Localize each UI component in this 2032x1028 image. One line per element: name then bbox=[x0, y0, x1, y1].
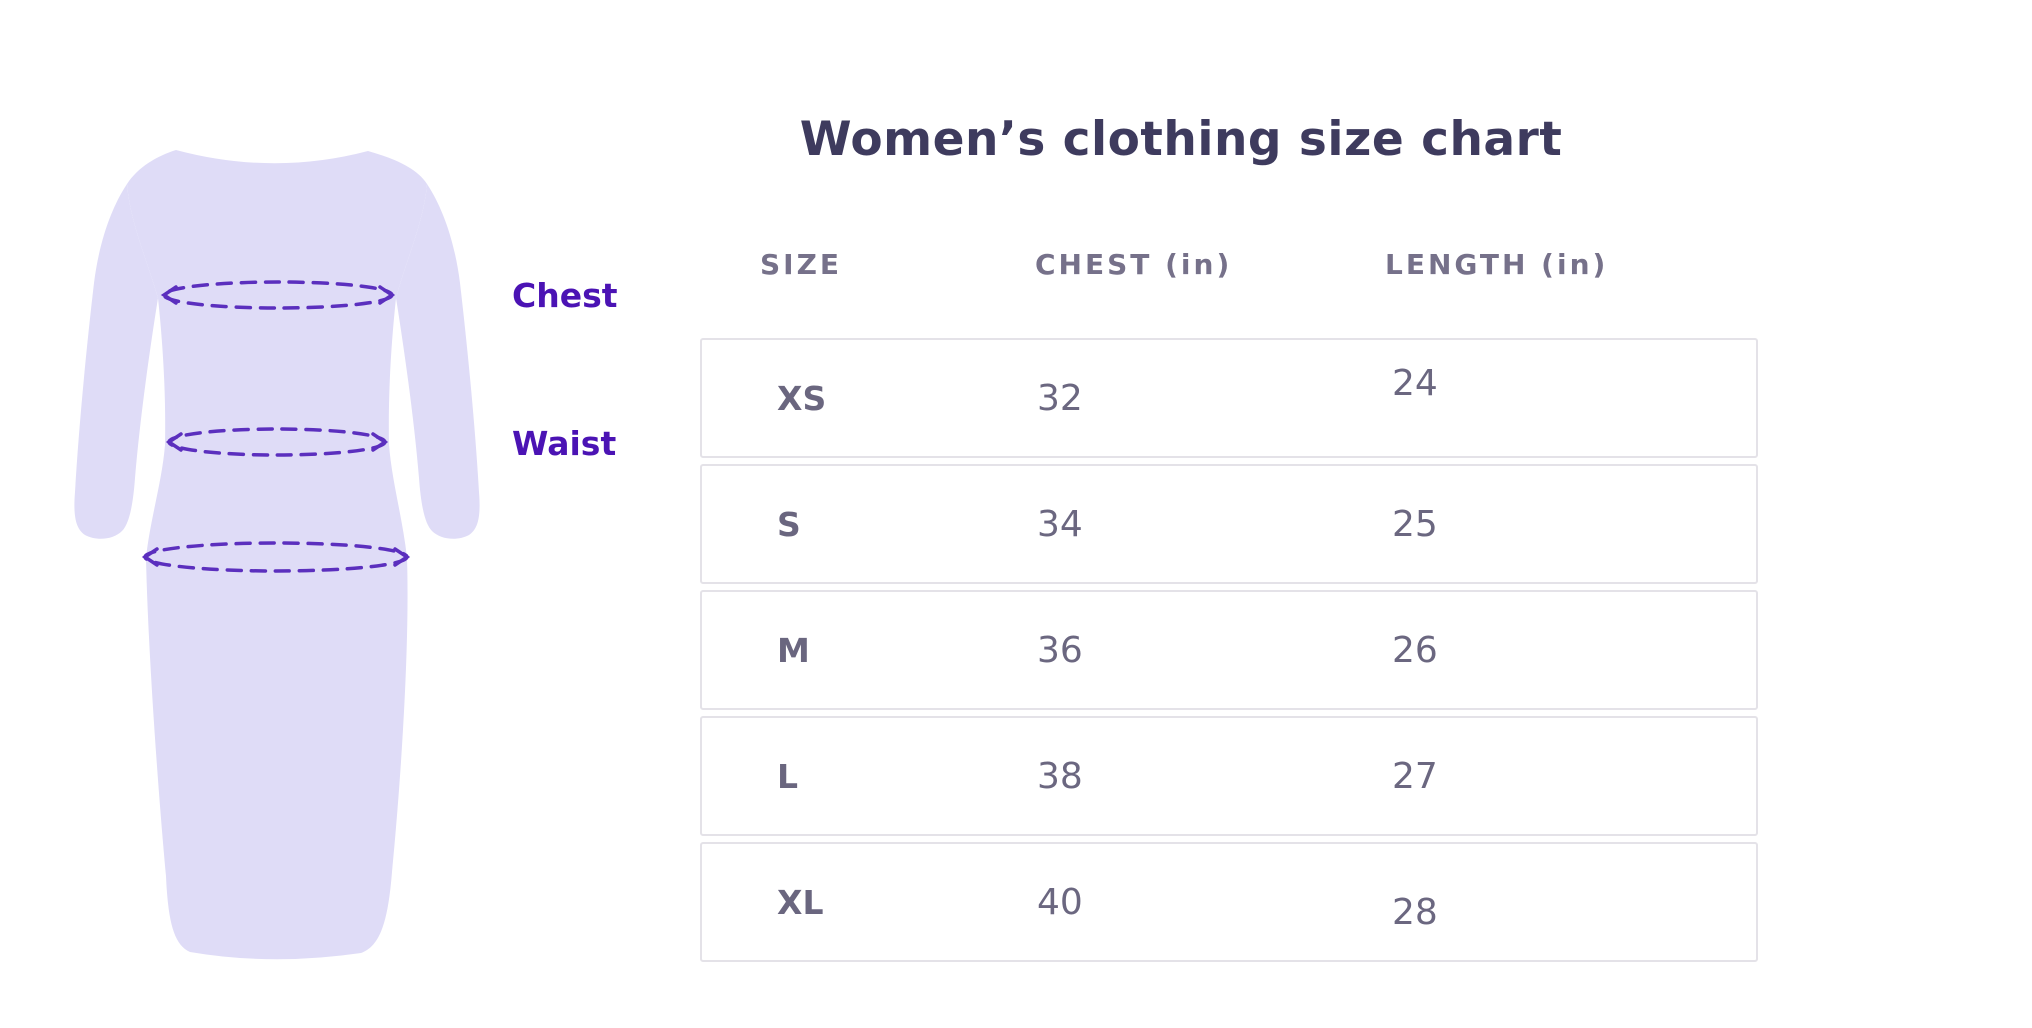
size-cell: XS bbox=[777, 378, 827, 418]
waist-label: Waist bbox=[512, 424, 617, 463]
column-header-chest: CHEST (in) bbox=[1035, 248, 1233, 281]
dress-illustration bbox=[74, 150, 480, 960]
hip-measure-line bbox=[141, 541, 411, 573]
chest-cell: 40 bbox=[1037, 881, 1083, 923]
chest-cell: 34 bbox=[1037, 503, 1083, 545]
page-title: Women’s clothing size chart bbox=[799, 112, 1563, 167]
table-row-m: M 36 26 bbox=[700, 590, 1758, 710]
size-table: XS 32 24 S 34 25 M 36 26 L 38 27 XL bbox=[700, 338, 1758, 968]
size-cell: L bbox=[777, 756, 799, 796]
size-cell: S bbox=[777, 504, 801, 544]
dress-right-sleeve bbox=[396, 184, 480, 539]
chest-measure-line bbox=[160, 280, 396, 310]
chest-label: Chest bbox=[512, 276, 618, 315]
table-row-xl: XL 40 28 bbox=[700, 842, 1758, 962]
table-row-s: S 34 25 bbox=[700, 464, 1758, 584]
waist-measure-line bbox=[165, 427, 389, 457]
length-cell: 26 bbox=[1392, 629, 1438, 671]
size-cell: M bbox=[777, 630, 810, 670]
chest-cell: 36 bbox=[1037, 629, 1083, 671]
column-header-length: LENGTH (in) bbox=[1385, 248, 1609, 281]
chest-cell: 32 bbox=[1037, 377, 1083, 419]
chest-cell: 38 bbox=[1037, 755, 1083, 797]
size-table-section: Women’s clothing size chart SIZE CHEST (… bbox=[700, 0, 1758, 1028]
table-row-xs: XS 32 24 bbox=[700, 338, 1758, 458]
length-cell: 27 bbox=[1392, 755, 1438, 797]
length-cell: 25 bbox=[1392, 503, 1438, 545]
length-cell: 28 bbox=[1392, 891, 1438, 933]
dress-body bbox=[127, 150, 427, 960]
dress-left-sleeve bbox=[74, 184, 158, 539]
column-header-size: SIZE bbox=[760, 248, 843, 281]
length-cell: 24 bbox=[1392, 362, 1438, 404]
table-row-l: L 38 27 bbox=[700, 716, 1758, 836]
size-cell: XL bbox=[777, 882, 824, 922]
